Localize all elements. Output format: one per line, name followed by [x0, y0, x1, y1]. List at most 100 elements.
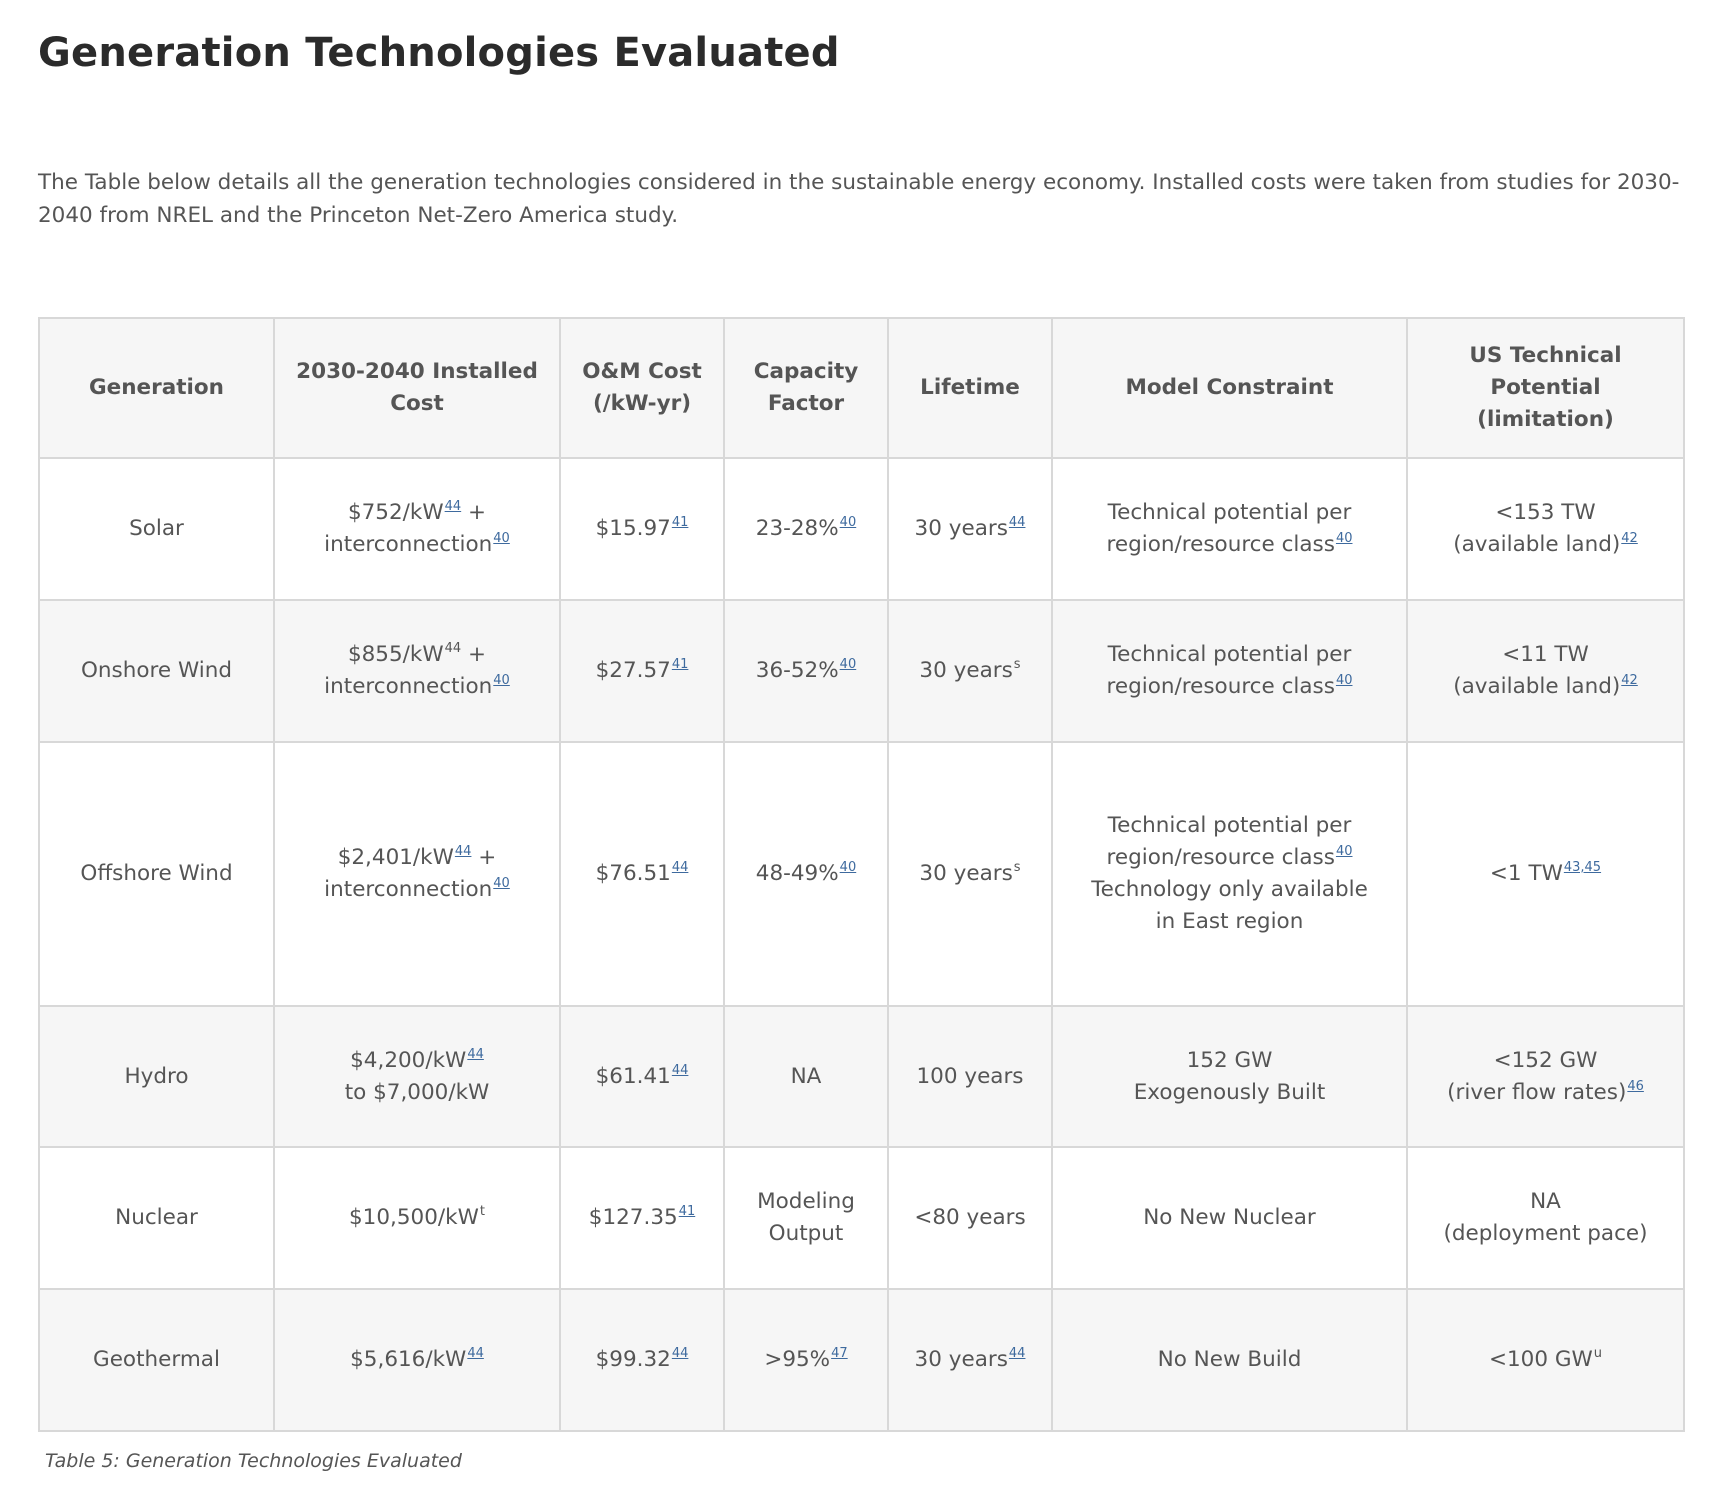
footnote-link[interactable]: 44 — [671, 1346, 689, 1361]
table-cell: No New Build — [1051, 1288, 1408, 1432]
footnote-ref: 44 — [672, 860, 689, 875]
table-row: Nuclear $10,500/kWt $127.3541 Modeling Outpu… — [38, 1146, 1685, 1290]
cell-text: 30 years — [914, 1347, 1008, 1372]
footnote-link[interactable]: 43,45 — [1563, 860, 1602, 875]
cell-line: Hydro — [48, 1061, 265, 1093]
cell-text: (available land) — [1453, 674, 1621, 699]
cell-text: Technology only available — [1091, 877, 1368, 902]
table-cell: 36-52%40 — [723, 599, 889, 743]
cell-text: $2,401/kW — [337, 845, 454, 870]
cell-line: Technical potential per — [1061, 810, 1398, 842]
cell-line: interconnection40 — [283, 529, 551, 561]
footnote-link[interactable]: 40 — [1335, 844, 1353, 859]
cell-text: NA — [1530, 1189, 1561, 1214]
cell-text: $752/kW — [347, 500, 444, 525]
table-cell: $99.3244 — [559, 1288, 725, 1432]
column-header: 2030-2040 Installed Cost — [273, 317, 561, 459]
footnote-link[interactable]: 40 — [839, 515, 857, 530]
cell-text: No New Build — [1157, 1347, 1302, 1372]
header-text: Lifetime — [920, 375, 1020, 400]
footnote-link[interactable]: 40 — [493, 673, 510, 688]
cell-text: Technical potential per — [1107, 500, 1352, 525]
cell-text: 152 GW — [1186, 1047, 1273, 1073]
footnote-ref: 40 — [493, 531, 510, 546]
footnote-link[interactable]: 41 — [671, 515, 689, 530]
table-cell: 30 yearss — [887, 741, 1053, 1007]
cell-line: <100 GWu — [1416, 1344, 1675, 1376]
footnote-link[interactable]: 41 — [671, 657, 689, 672]
table-row: Geothermal $5,616/kW44 $99.3244 >95%47 30 ye… — [38, 1288, 1685, 1432]
footnote-link[interactable]: 40 — [1335, 531, 1353, 546]
footnote-link[interactable]: 40 — [839, 860, 857, 875]
cell-text: Nuclear — [115, 1205, 198, 1230]
table-cell: $4,200/kW44 to $7,000/kW — [273, 1005, 561, 1148]
cell-text: 30 years — [919, 861, 1013, 886]
cell-line: $752/kW44 + — [283, 497, 551, 529]
footnote-link[interactable]: 44 — [671, 1062, 689, 1078]
cell-line: <152 GW — [1416, 1045, 1675, 1077]
footnote-ref: 44 — [467, 1346, 484, 1361]
cell-text: Modeling — [757, 1189, 855, 1214]
table-cell: $10,500/kWt — [273, 1146, 561, 1290]
footnote-link[interactable]: 42 — [1621, 673, 1638, 688]
cell-text: $27.57 — [595, 658, 671, 683]
footnote-link[interactable]: 44 — [671, 860, 689, 875]
cell-text: <11 TW — [1502, 642, 1589, 667]
footnote-link[interactable]: 41 — [678, 1204, 696, 1219]
cell-line: NA — [733, 1061, 879, 1093]
cell-line: 152 GW — [1061, 1045, 1398, 1077]
table-cell: $127.3541 — [559, 1146, 725, 1290]
footnote-link[interactable]: 42 — [1621, 531, 1638, 546]
table-cell: $61.4144 — [559, 1005, 725, 1148]
header-text: US Technical — [1469, 343, 1622, 368]
column-header: O&M Cost (/kW-yr) — [559, 317, 725, 459]
cell-text: $4,200/kW — [350, 1047, 467, 1073]
cell-line: NA — [1416, 1186, 1675, 1218]
footnote-link[interactable]: 44 — [444, 499, 462, 514]
footnote-ref: 46 — [1627, 1079, 1644, 1094]
cell-text: Solar — [129, 516, 184, 541]
footnote-link[interactable]: 40 — [839, 657, 857, 672]
table-row: Hydro $4,200/kW44 to $7,000/kW $61.4144 NA 10… — [38, 1005, 1685, 1148]
table-cell: Technical potential per region/resource c… — [1051, 457, 1408, 601]
header-text: (limitation) — [1477, 407, 1614, 432]
table-cell: $76.5144 — [559, 741, 725, 1007]
cell-line: <11 TW — [1416, 639, 1675, 671]
header-text: 2030-2040 Installed — [296, 359, 538, 384]
cell-line: $99.3244 — [569, 1344, 715, 1376]
table-cell: $2,401/kW44 + interconnection40 — [273, 741, 561, 1007]
footnote-link[interactable]: 44 — [1008, 515, 1026, 530]
footnote-link[interactable]: 44 — [454, 844, 472, 859]
footnote-ref: 44 — [672, 1063, 689, 1078]
cell-line: 30 yearss — [897, 858, 1043, 890]
footnote-link[interactable]: 40 — [493, 531, 510, 546]
footnote-link[interactable]: 44 — [467, 1346, 484, 1361]
cell-text: <153 TW — [1495, 500, 1596, 525]
page-title: Generation Technologies Evaluated — [38, 30, 840, 76]
cell-text: $15.97 — [595, 516, 671, 541]
cell-line: 30 years44 — [897, 513, 1043, 545]
cell-line: <153 TW — [1416, 497, 1675, 529]
footnote-link[interactable]: 47 — [831, 1346, 848, 1361]
table-cell: <11 TW (available land)42 — [1406, 599, 1685, 743]
footnote-ref: 44 — [455, 844, 472, 859]
column-header: Lifetime — [887, 317, 1053, 459]
footnote-link[interactable]: 46 — [1627, 1078, 1644, 1094]
footnote-link[interactable]: 40 — [493, 876, 510, 891]
cell-line: $15.9741 — [569, 513, 715, 545]
footnote-link[interactable]: 44 — [467, 1046, 484, 1062]
generation-technologies-table: Generation 2030-2040 Installed Cost O&M Cos… — [38, 317, 1685, 1432]
cell-text: NA — [790, 1063, 822, 1089]
cell-text: $61.41 — [595, 1063, 671, 1089]
cell-text: Offshore Wind — [80, 861, 233, 886]
table-cell: $752/kW44 + interconnection40 — [273, 457, 561, 601]
cell-line: in East region — [1061, 906, 1398, 938]
cell-line: region/resource class40 — [1061, 529, 1398, 561]
cell-text: $99.32 — [595, 1347, 671, 1372]
footnote-link[interactable]: 40 — [1335, 673, 1353, 688]
table-cell: $5,616/kW44 — [273, 1288, 561, 1432]
footnote-ref: 40 — [1336, 531, 1353, 546]
footnote-ref: 44 — [1009, 1346, 1026, 1361]
footnote-link[interactable]: 44 — [1008, 1346, 1026, 1361]
cell-text: <1 TW — [1489, 861, 1563, 886]
